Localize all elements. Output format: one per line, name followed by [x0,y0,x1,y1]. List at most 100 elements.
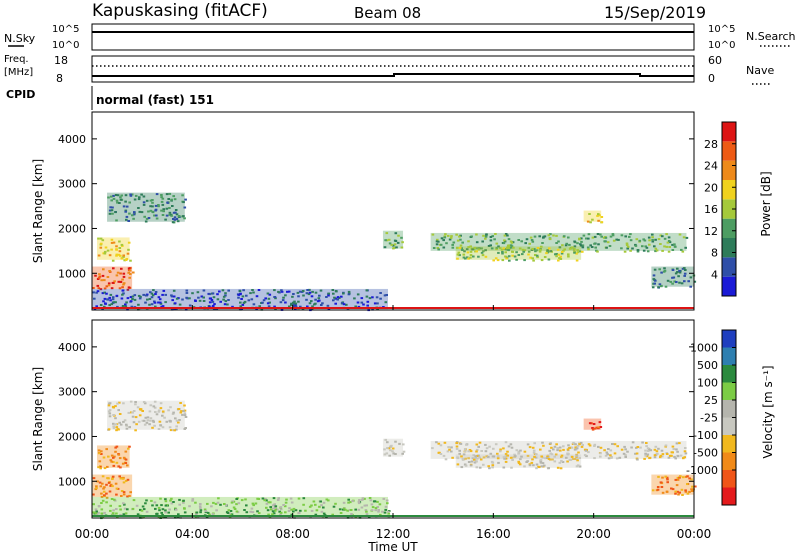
echo-cell [578,443,581,446]
echo-cell [482,234,485,237]
nsky-panel-frame [91,23,695,51]
echo-cell [543,235,547,238]
echo-cell [573,448,577,451]
echo-cell [306,289,309,291]
echo-cell [543,256,547,258]
echo-cell [277,497,280,500]
echo-cell [636,250,640,253]
echo-cell [636,446,640,448]
echo-cell [620,448,624,451]
echo-cell [573,458,577,460]
echo-cell [478,456,481,459]
y-tick-label: 2000 [58,222,86,235]
echo-cell [123,503,126,506]
echo-cell [124,303,127,306]
echo-cell [120,495,123,497]
echo-cell [654,250,657,253]
echo-cell [100,512,104,515]
echo-cell [385,499,389,502]
echo-cell [558,257,561,260]
echo-cell [671,282,674,285]
echo-cell [171,221,175,224]
colorbar-segment [722,400,736,418]
echo-cell [476,457,479,460]
echo-cell [668,454,672,457]
echo-cell [119,423,123,426]
echo-cell [122,402,125,405]
echo-cell [124,462,128,464]
echo-cell [155,217,159,220]
echo-cell [122,292,125,295]
echo-cell [502,447,505,450]
echo-cell [480,251,484,254]
echo-cell [154,291,158,293]
echo-cell [535,463,539,466]
echo-cell [268,293,272,296]
echo-cell [457,251,461,254]
echo-cell [262,299,266,302]
colorbar-segment [722,218,736,238]
echo-cell [315,509,319,512]
echo-cell [648,239,651,242]
echo-cell [157,204,160,206]
echo-cell [124,305,128,308]
echo-cell [101,274,105,277]
echo-cell [503,457,506,460]
echo-cell [678,442,681,445]
echo-cell [205,516,209,519]
echo-cell [605,451,609,454]
echo-cell [151,419,155,422]
echo-cell [269,506,272,509]
echo-cell [103,291,106,294]
echo-cell [431,233,435,236]
echo-cell [267,501,270,504]
echo-cell [556,449,559,452]
echo-cell [122,272,126,275]
echo-cell [136,406,140,409]
echo-cell [149,209,153,212]
echo-cell [235,498,238,500]
echo-cell [129,194,133,197]
echo-cell [495,246,499,249]
echo-cell [164,498,167,501]
echo-cell [159,497,162,500]
echo-cell [494,233,497,235]
echo-cell [276,508,279,511]
echo-cell [684,269,687,271]
echo-cell [518,463,522,466]
echo-cell [554,453,558,456]
echo-cell [568,243,571,246]
echo-cell [172,289,176,292]
echo-cell [334,302,337,305]
echo-cell [629,239,633,242]
echo-cell [171,413,175,415]
echo-cell [440,237,444,240]
echo-cell [504,233,508,235]
echo-cell [479,458,483,461]
echo-cell [336,298,339,301]
echo-cell [667,236,671,239]
echo-cell [107,455,110,458]
echo-cell [100,502,103,504]
echo-cell [157,428,161,430]
echo-cell [527,246,531,249]
echo-cell [240,308,243,311]
echo-cell [473,458,476,461]
echo-cell [219,503,222,506]
echo-cell [148,298,152,300]
echo-cell [153,300,156,303]
echo-cell [523,249,527,252]
echo-cell [103,305,106,308]
echo-cell [672,276,676,279]
echo-cell [118,250,122,253]
echo-cell [471,457,475,460]
echo-cell [131,507,135,510]
echo-cell [527,250,531,253]
echo-cell [215,509,218,512]
echo-cell [507,249,510,252]
echo-cell [567,236,570,239]
echo-cell [472,255,475,258]
echo-cell [92,493,95,496]
echo-cell [342,507,346,510]
